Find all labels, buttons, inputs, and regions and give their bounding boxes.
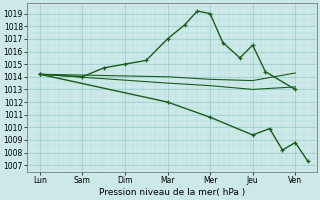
- X-axis label: Pression niveau de la mer( hPa ): Pression niveau de la mer( hPa ): [99, 188, 245, 197]
